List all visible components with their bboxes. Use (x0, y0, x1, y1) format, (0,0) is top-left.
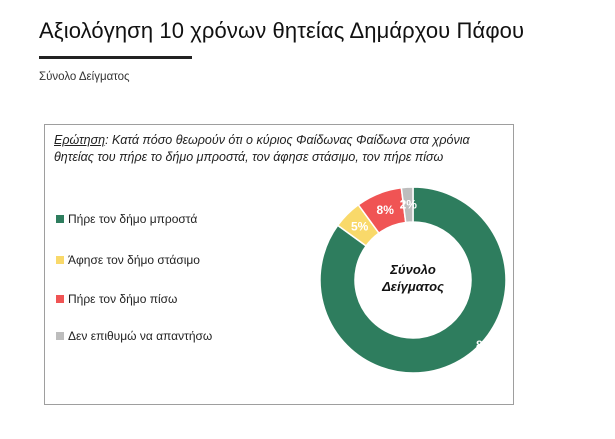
question-label: Ερώτηση (54, 133, 106, 147)
chart-card: Ερώτηση: Κατά πόσο θεωρούν ότι ο κύριος … (44, 124, 514, 405)
title-underline (39, 56, 192, 59)
legend-label-backward: Πήρε τον δήμο πίσω (68, 292, 178, 306)
legend-item-backward: Πήρε τον δήμο πίσω (56, 292, 177, 306)
legend-label-no-answer: Δεν επιθυμώ να απαντήσω (68, 329, 213, 343)
legend-label-stagnant: Άφησε τον δήμο στάσιμο (68, 253, 200, 267)
page-subtitle: Σύνολο Δείγματος (39, 71, 130, 83)
legend-swatch-stagnant (56, 256, 64, 264)
donut-slice-forward (319, 186, 507, 374)
donut-label-forward: 85% (476, 338, 500, 352)
donut-slice-no-answer (400, 186, 414, 224)
legend-swatch-forward (56, 215, 64, 223)
question-body: : Κατά πόσο θεωρούν ότι ο κύριος Φαίδωνα… (54, 133, 470, 164)
donut-label-backward: 8% (377, 203, 395, 217)
donut-center-label-line-2: Δείγματος (381, 279, 444, 294)
legend-item-forward: Πήρε τον δήμο μπροστά (56, 212, 197, 226)
donut-label-stagnant: 5% (351, 220, 369, 234)
legend-swatch-no-answer (56, 332, 64, 340)
donut-chart: 85% 5% 8% 2% Σύνολο Δείγματος (319, 186, 507, 374)
legend-label-forward: Πήρε τον δήμο μπροστά (68, 212, 198, 226)
donut-center-label-line-1: Σύνολο (389, 262, 436, 277)
legend-item-stagnant: Άφησε τον δήμο στάσιμο (56, 253, 200, 267)
page-title: Αξιολόγηση 10 χρόνων θητείας Δημάρχου Πά… (39, 18, 525, 43)
legend-swatch-backward (56, 295, 64, 303)
legend-item-no-answer: Δεν επιθυμώ να απαντήσω (56, 329, 212, 343)
donut-label-no-answer: 2% (400, 198, 418, 212)
question-text: Ερώτηση: Κατά πόσο θεωρούν ότι ο κύριος … (54, 132, 494, 166)
